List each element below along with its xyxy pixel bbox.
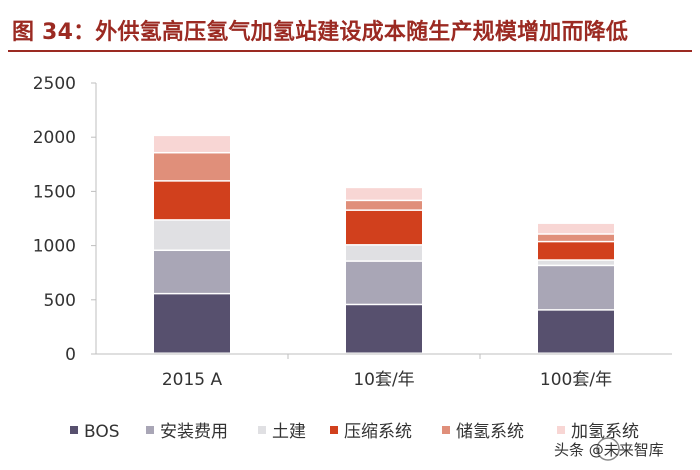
legend-label: 加氢系统 bbox=[571, 422, 639, 442]
bar-segment-2-category-3 bbox=[538, 266, 614, 310]
bar-segment-5-category-2 bbox=[346, 201, 422, 210]
bar-segment-2-category-2 bbox=[346, 261, 422, 304]
bar-segment-5-category-1 bbox=[154, 153, 230, 181]
y-tick-label: 1500 bbox=[33, 182, 76, 202]
legend-label: BOS bbox=[84, 422, 120, 442]
chart-axes: 0 500 1000 1500 2000 2500 2015 A 10套/年 100套/年 bbox=[33, 74, 672, 390]
bar-segment-1-category-2 bbox=[346, 305, 422, 353]
bar-segment-6-category-1 bbox=[154, 136, 230, 152]
legend-label: 安装费用 bbox=[160, 422, 228, 442]
y-tick-label: 1000 bbox=[33, 237, 76, 257]
bar-segment-3-category-2 bbox=[346, 245, 422, 261]
legend-swatch bbox=[146, 426, 154, 434]
legend-label: 储氢系统 bbox=[456, 422, 524, 442]
bar-segment-1-category-1 bbox=[154, 294, 230, 353]
y-tick-label: 0 bbox=[65, 345, 76, 365]
legend-swatch bbox=[557, 426, 565, 434]
bar-segment-4-category-3 bbox=[538, 242, 614, 260]
chart-bars bbox=[154, 136, 614, 353]
watermark-logo-icon bbox=[596, 437, 620, 461]
legend-swatch bbox=[70, 426, 78, 434]
y-tick-label: 500 bbox=[44, 291, 76, 311]
bar-segment-1-category-3 bbox=[538, 310, 614, 353]
legend-swatch bbox=[258, 426, 266, 434]
chart-legend: BOS 安装费用 土建 压缩系统 储氢系统 加氢系统 bbox=[70, 422, 639, 442]
bar-segment-4-category-2 bbox=[346, 210, 422, 245]
bar-segment-3-category-3 bbox=[538, 260, 614, 265]
bar-segment-2-category-1 bbox=[154, 251, 230, 293]
legend-label: 土建 bbox=[272, 422, 306, 442]
x-category-label: 10套/年 bbox=[353, 370, 414, 390]
bar-segment-5-category-3 bbox=[538, 234, 614, 241]
bar-segment-6-category-3 bbox=[538, 223, 614, 234]
watermark: 头条 @未来智库 bbox=[554, 437, 664, 461]
watermark-text: 头条 @未来智库 bbox=[554, 441, 664, 459]
legend-label: 压缩系统 bbox=[344, 422, 412, 442]
legend-swatch bbox=[442, 426, 450, 434]
title-bar: 图 34：外供氢高压氢气加氢站建设成本随生产规模增加而降低 bbox=[8, 6, 692, 52]
legend-swatch bbox=[330, 426, 338, 434]
bar-segment-6-category-2 bbox=[346, 188, 422, 200]
y-tick-label: 2000 bbox=[33, 128, 76, 148]
y-tick-label: 2500 bbox=[33, 74, 76, 94]
x-category-label: 2015 A bbox=[162, 370, 223, 390]
bar-segment-3-category-1 bbox=[154, 220, 230, 250]
bar-segment-4-category-1 bbox=[154, 181, 230, 220]
chart-title: 图 34：外供氢高压氢气加氢站建设成本随生产规模增加而降低 bbox=[12, 20, 629, 45]
x-category-label: 100套/年 bbox=[540, 370, 612, 390]
